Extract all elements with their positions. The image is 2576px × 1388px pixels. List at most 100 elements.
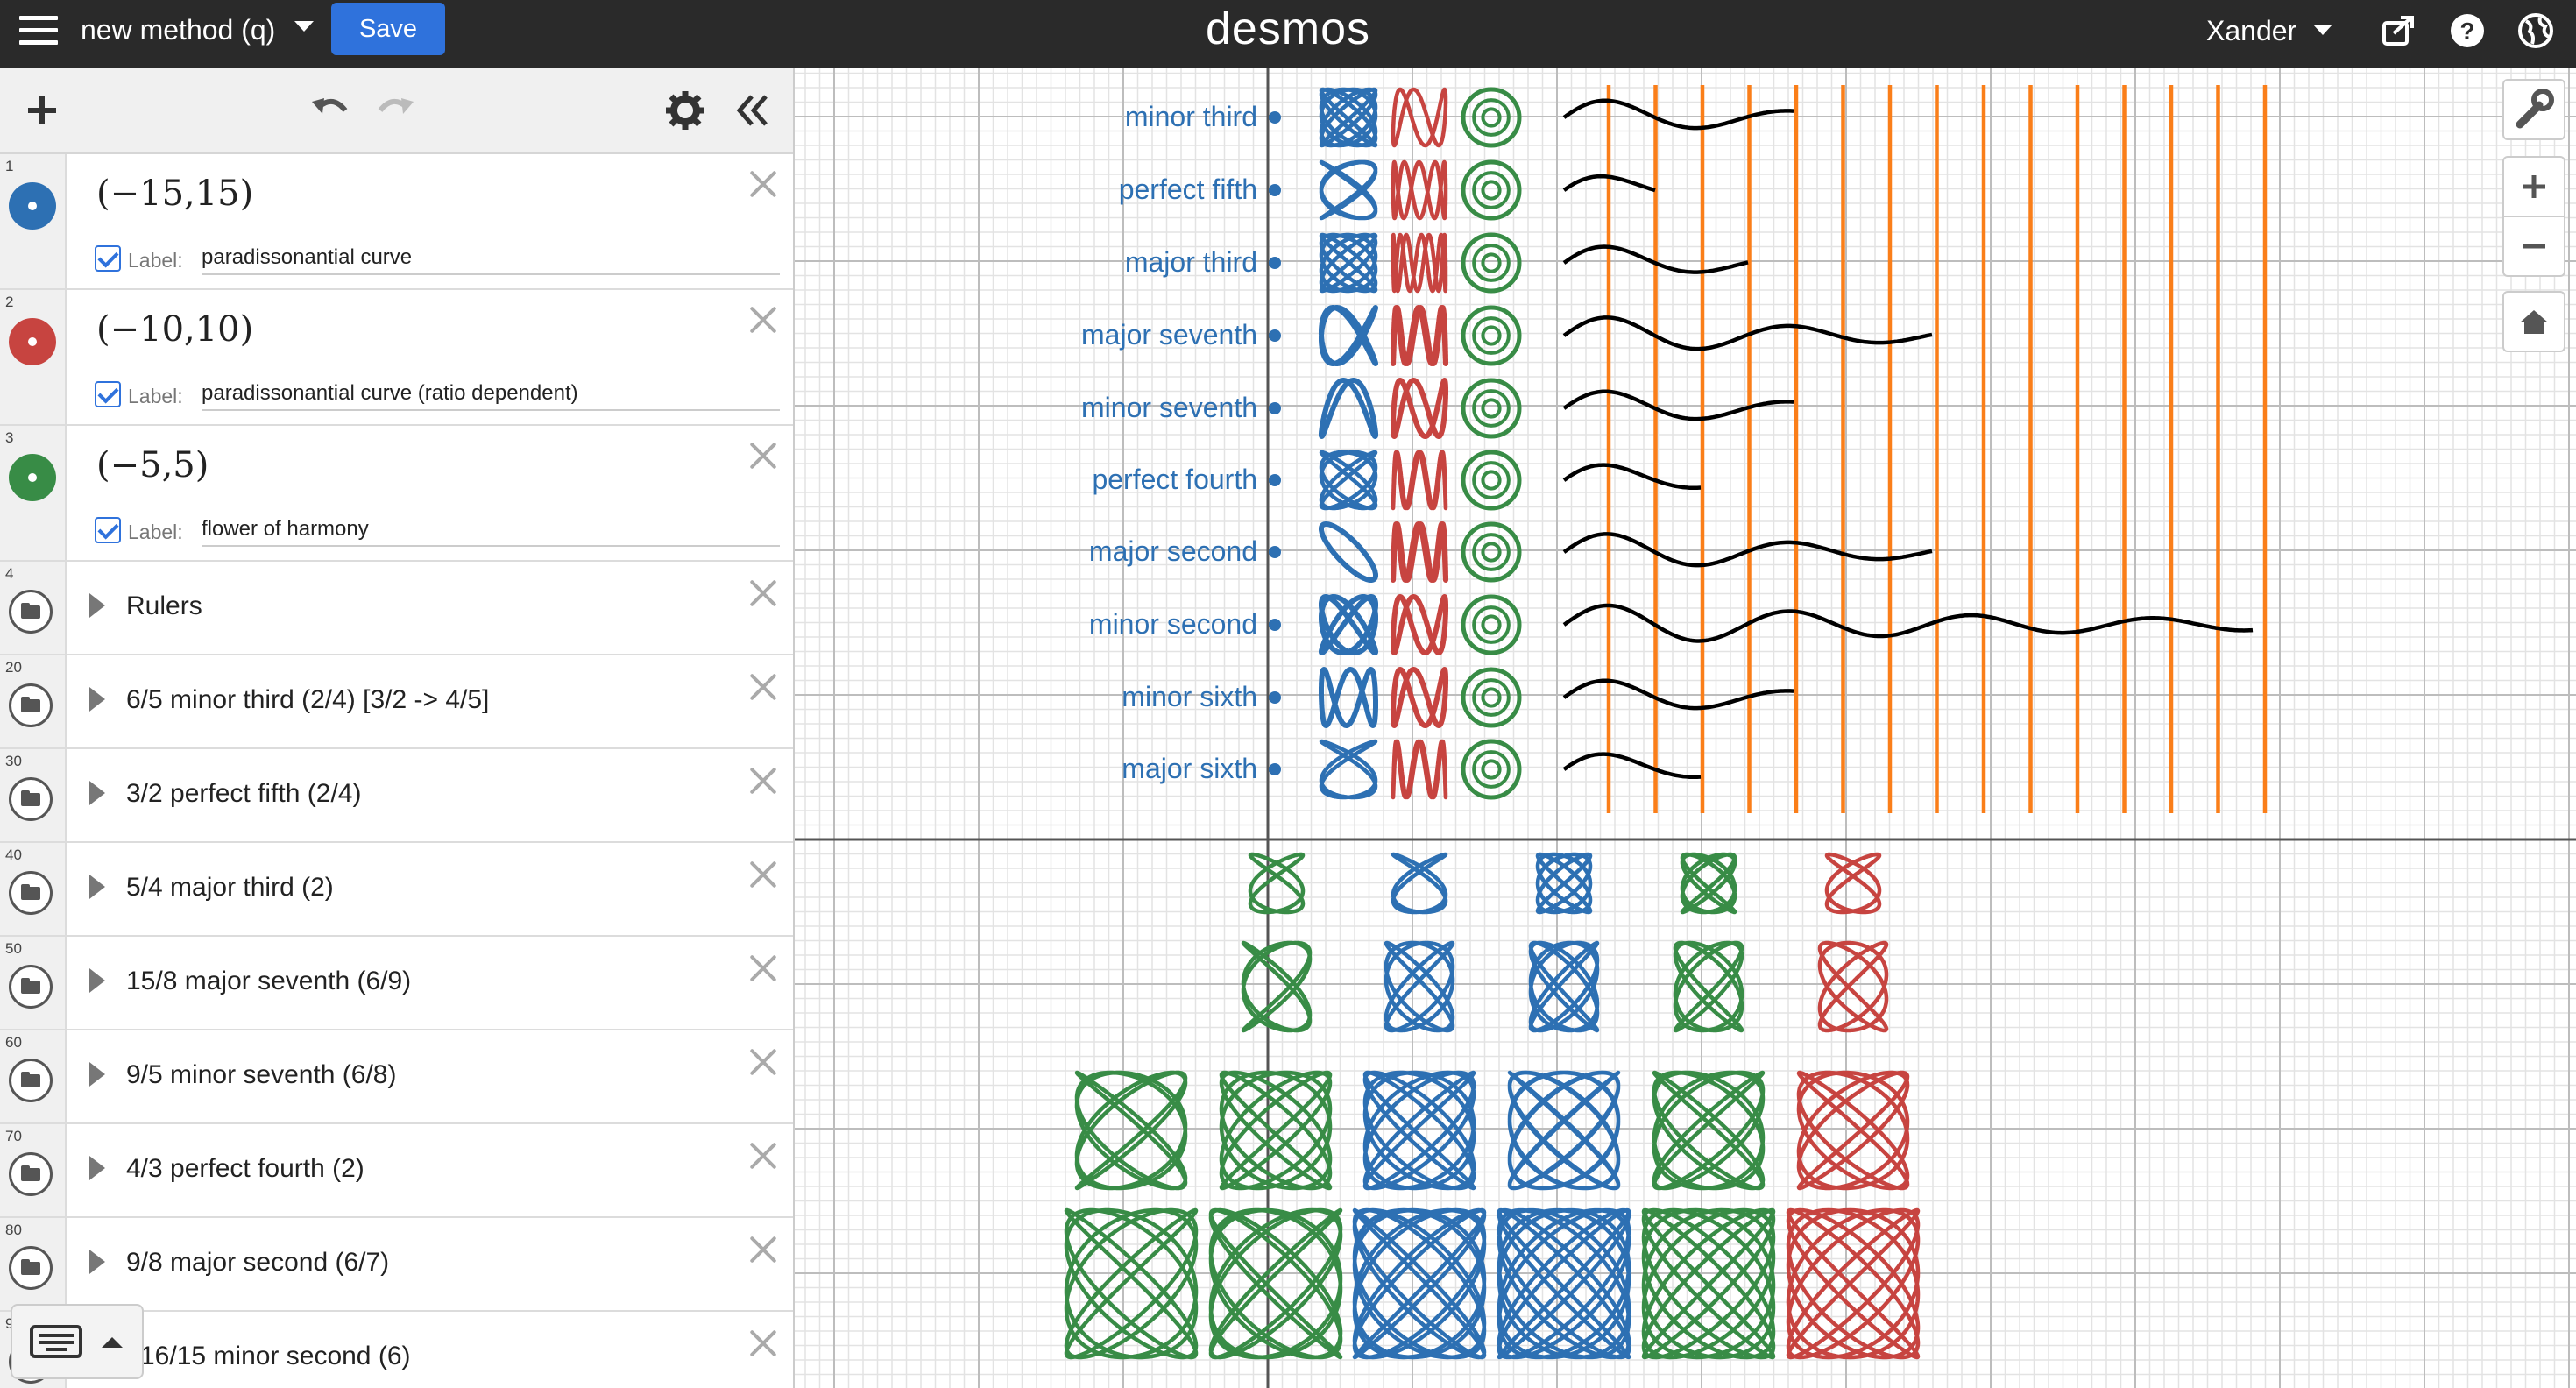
point-label: minor seventh (1081, 392, 1257, 423)
expand-folder-icon[interactable] (89, 968, 105, 993)
point-label: minor sixth (1122, 681, 1257, 712)
lissajous-curve (1319, 305, 1378, 366)
folder-item[interactable]: 70 4/3 perfect fourth (2) (0, 1124, 793, 1218)
undo-icon[interactable] (307, 88, 352, 133)
expand-folder-icon[interactable] (89, 875, 105, 899)
flower-of-harmony-outer (1461, 378, 1522, 439)
label-input[interactable]: flower of harmony (202, 517, 780, 547)
keyboard-toggle-button[interactable] (11, 1304, 144, 1379)
delete-folder-icon[interactable] (746, 1045, 781, 1080)
label-input[interactable]: paradissonantial curve (ratio dependent) (202, 381, 780, 411)
redo-icon[interactable] (373, 88, 419, 133)
expression-item[interactable]: 2 (−10,10) Label: paradissonantial curve… (0, 290, 793, 426)
delete-expression-icon[interactable] (746, 302, 781, 337)
folder-icon[interactable] (9, 871, 53, 915)
title-dropdown-icon[interactable] (294, 21, 314, 32)
graph-canvas[interactable]: minor third perfect fifth major third major… (795, 68, 2576, 1388)
folder-title[interactable]: 3/2 perfect fifth (2/4) (126, 779, 362, 808)
folder-item[interactable]: 60 9/5 minor seventh (6/8) (0, 1030, 793, 1124)
lissajous-curve (1319, 739, 1378, 800)
expand-folder-icon[interactable] (89, 687, 105, 712)
folder-item[interactable]: 30 3/2 perfect fifth (2/4) (0, 749, 793, 843)
folder-icon[interactable] (9, 683, 53, 727)
flower-of-harmony-inner (1481, 687, 1502, 708)
expression-item[interactable]: 1 (−15,15) Label: paradissonantial curve (0, 154, 793, 290)
folder-title[interactable]: 15/8 major seventh (6/9) (126, 967, 412, 995)
share-icon[interactable] (2380, 12, 2417, 49)
folder-title[interactable]: 16/15 minor second (6) (140, 1342, 411, 1370)
flower-of-harmony-outer (1461, 667, 1522, 728)
expression-math[interactable]: (−15,15) (96, 174, 254, 214)
delete-folder-icon[interactable] (746, 1326, 781, 1361)
expression-math[interactable]: (−5,5) (96, 445, 209, 485)
folder-item[interactable]: 80 9/8 major second (6/7) (0, 1218, 793, 1312)
zoom-out-button[interactable] (2502, 216, 2565, 277)
folder-title[interactable]: 5/4 major third (2) (126, 873, 334, 902)
delete-folder-icon[interactable] (746, 1232, 781, 1267)
folder-title[interactable]: 9/8 major second (6/7) (126, 1248, 390, 1277)
folder-icon[interactable] (9, 1152, 53, 1196)
delete-expression-icon[interactable] (746, 438, 781, 473)
flower-of-harmony-outer (1461, 159, 1522, 221)
folder-icon[interactable] (9, 1059, 53, 1102)
settings-gear-icon[interactable] (662, 88, 708, 133)
paradissonantial-curve (1391, 378, 1448, 439)
delete-folder-icon[interactable] (746, 576, 781, 611)
point-label: major seventh (1081, 319, 1257, 351)
delete-expression-icon[interactable] (746, 166, 781, 202)
label-input[interactable]: paradissonantial curve (202, 245, 780, 275)
color-toggle-icon[interactable] (9, 454, 56, 501)
folder-title[interactable]: 6/5 minor third (2/4) [3/2 -> 4/5] (126, 685, 490, 714)
lissajous-curve (1319, 378, 1378, 439)
folder-title[interactable]: 4/3 perfect fourth (2) (126, 1154, 364, 1183)
user-dropdown-icon[interactable] (2313, 25, 2332, 35)
wave-curve (1562, 463, 1702, 490)
delete-folder-icon[interactable] (746, 669, 781, 705)
expand-folder-icon[interactable] (89, 1062, 105, 1087)
folder-title[interactable]: Rulers (126, 591, 202, 620)
delete-folder-icon[interactable] (746, 951, 781, 986)
folder-icon[interactable] (9, 1246, 53, 1290)
expand-folder-icon[interactable] (89, 781, 105, 805)
add-item-icon[interactable] (19, 88, 65, 133)
folder-item[interactable]: 40 5/4 major third (2) (0, 843, 793, 937)
expression-number: 60 (5, 1034, 22, 1051)
graph-settings-button[interactable] (2502, 79, 2565, 140)
home-icon (2520, 310, 2548, 334)
default-viewport-button[interactable] (2502, 291, 2565, 352)
expand-folder-icon[interactable] (89, 1250, 105, 1274)
point (1269, 184, 1281, 196)
color-toggle-icon[interactable] (9, 182, 56, 230)
delete-folder-icon[interactable] (746, 857, 781, 892)
folder-item[interactable]: 4 Rulers (0, 562, 793, 655)
folder-item[interactable]: 20 6/5 minor third (2/4) [3/2 -> 4/5] (0, 655, 793, 749)
delete-folder-icon[interactable] (746, 1138, 781, 1173)
flower-of-harmony-inner (1481, 398, 1502, 419)
folder-item[interactable]: 50 15/8 major seventh (6/9) (0, 937, 793, 1030)
label-checkbox[interactable] (95, 517, 121, 543)
top-bar: new method (q) Save desmos Xander ? (0, 0, 2576, 68)
user-name[interactable]: Xander (2206, 15, 2297, 46)
folder-icon[interactable] (9, 777, 53, 821)
graph-title[interactable]: new method (q) (81, 14, 276, 46)
help-icon[interactable]: ? (2449, 12, 2486, 49)
expand-folder-icon[interactable] (89, 593, 105, 618)
delete-folder-icon[interactable] (746, 763, 781, 798)
color-toggle-icon[interactable] (9, 318, 56, 365)
expression-number: 3 (5, 429, 14, 446)
folder-icon[interactable] (9, 590, 53, 634)
expand-folder-icon[interactable] (89, 1156, 105, 1180)
expression-math[interactable]: (−10,10) (96, 309, 254, 350)
hamburger-menu-icon[interactable] (19, 16, 58, 51)
expression-item[interactable]: 3 (−5,5) Label: flower of harmony (0, 426, 793, 562)
flower-of-harmony-inner (1481, 542, 1502, 563)
collapse-panel-icon[interactable] (729, 88, 775, 133)
label-checkbox[interactable] (95, 245, 121, 272)
zoom-in-button[interactable] (2502, 156, 2565, 217)
graph-paper[interactable]: minor third perfect fifth major third major… (795, 68, 2576, 1388)
globe-icon[interactable] (2517, 12, 2554, 49)
folder-icon[interactable] (9, 965, 53, 1009)
save-button[interactable]: Save (331, 3, 445, 55)
label-checkbox[interactable] (95, 381, 121, 407)
folder-title[interactable]: 9/5 minor seventh (6/8) (126, 1060, 397, 1089)
